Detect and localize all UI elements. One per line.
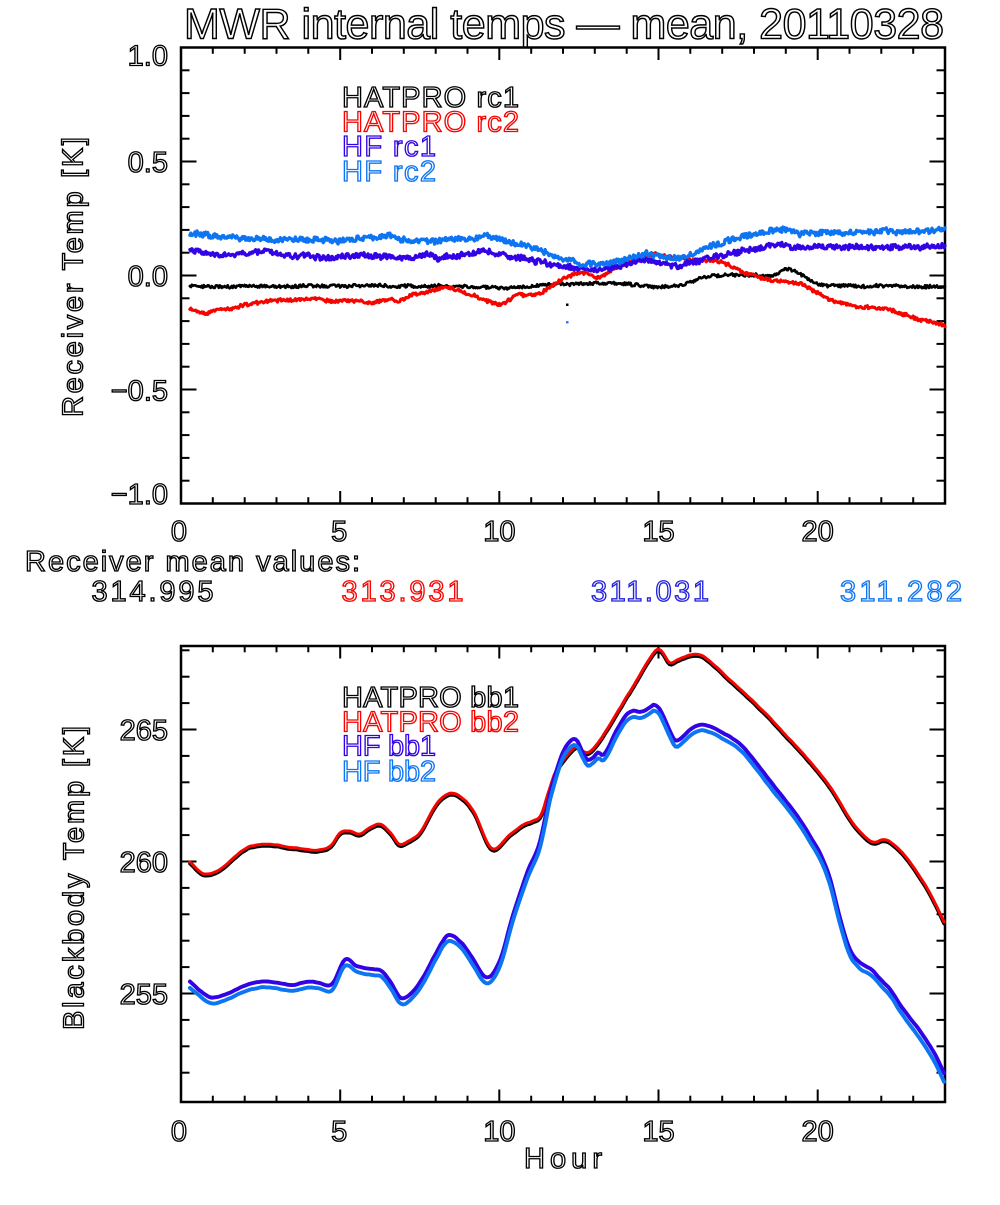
svg-text:HATPRO rc1: HATPRO rc1: [342, 82, 519, 114]
svg-text:20: 20: [802, 516, 834, 548]
svg-text:260: 260: [120, 847, 168, 879]
svg-text:0: 0: [171, 516, 187, 548]
svg-text:313.931: 313.931: [342, 576, 464, 608]
svg-text:HATPRO bb2: HATPRO bb2: [342, 706, 519, 738]
svg-text:10: 10: [483, 516, 515, 548]
svg-text:HF bb1: HF bb1: [342, 731, 436, 763]
svg-text:265: 265: [120, 715, 168, 747]
svg-text:314.995: 314.995: [92, 576, 214, 608]
svg-text:HATPRO rc2: HATPRO rc2: [342, 107, 519, 139]
svg-text:0.0: 0.0: [128, 261, 168, 293]
svg-text:MWR internal temps — mean, 201: MWR internal temps — mean, 20110328: [184, 1, 944, 49]
svg-text:255: 255: [120, 979, 168, 1011]
svg-text:HF rc2: HF rc2: [342, 156, 436, 188]
svg-text:HF rc1: HF rc1: [342, 131, 436, 163]
svg-text:1.0: 1.0: [128, 41, 168, 73]
svg-text:−1.0: −1.0: [111, 479, 168, 511]
svg-text:HATPRO bb1: HATPRO bb1: [342, 682, 519, 714]
svg-text:5: 5: [331, 516, 347, 548]
svg-text:15: 15: [642, 516, 674, 548]
svg-text:Receiver mean values:: Receiver mean values:: [25, 546, 360, 578]
svg-text:0: 0: [171, 1116, 187, 1148]
svg-text:Receiver Temp [K]: Receiver Temp [K]: [58, 137, 90, 417]
svg-text:5: 5: [331, 1116, 347, 1148]
svg-text:20: 20: [802, 1116, 834, 1148]
svg-text:10: 10: [483, 1116, 515, 1148]
svg-text:−0.5: −0.5: [111, 376, 168, 408]
svg-text:311.282: 311.282: [840, 576, 962, 608]
svg-text:0.5: 0.5: [128, 147, 168, 179]
svg-text:HF bb2: HF bb2: [342, 756, 436, 788]
svg-text:15: 15: [642, 1116, 674, 1148]
svg-text:Blackbody Temp [K]: Blackbody Temp [K]: [59, 726, 91, 1030]
svg-text:311.031: 311.031: [591, 576, 709, 608]
